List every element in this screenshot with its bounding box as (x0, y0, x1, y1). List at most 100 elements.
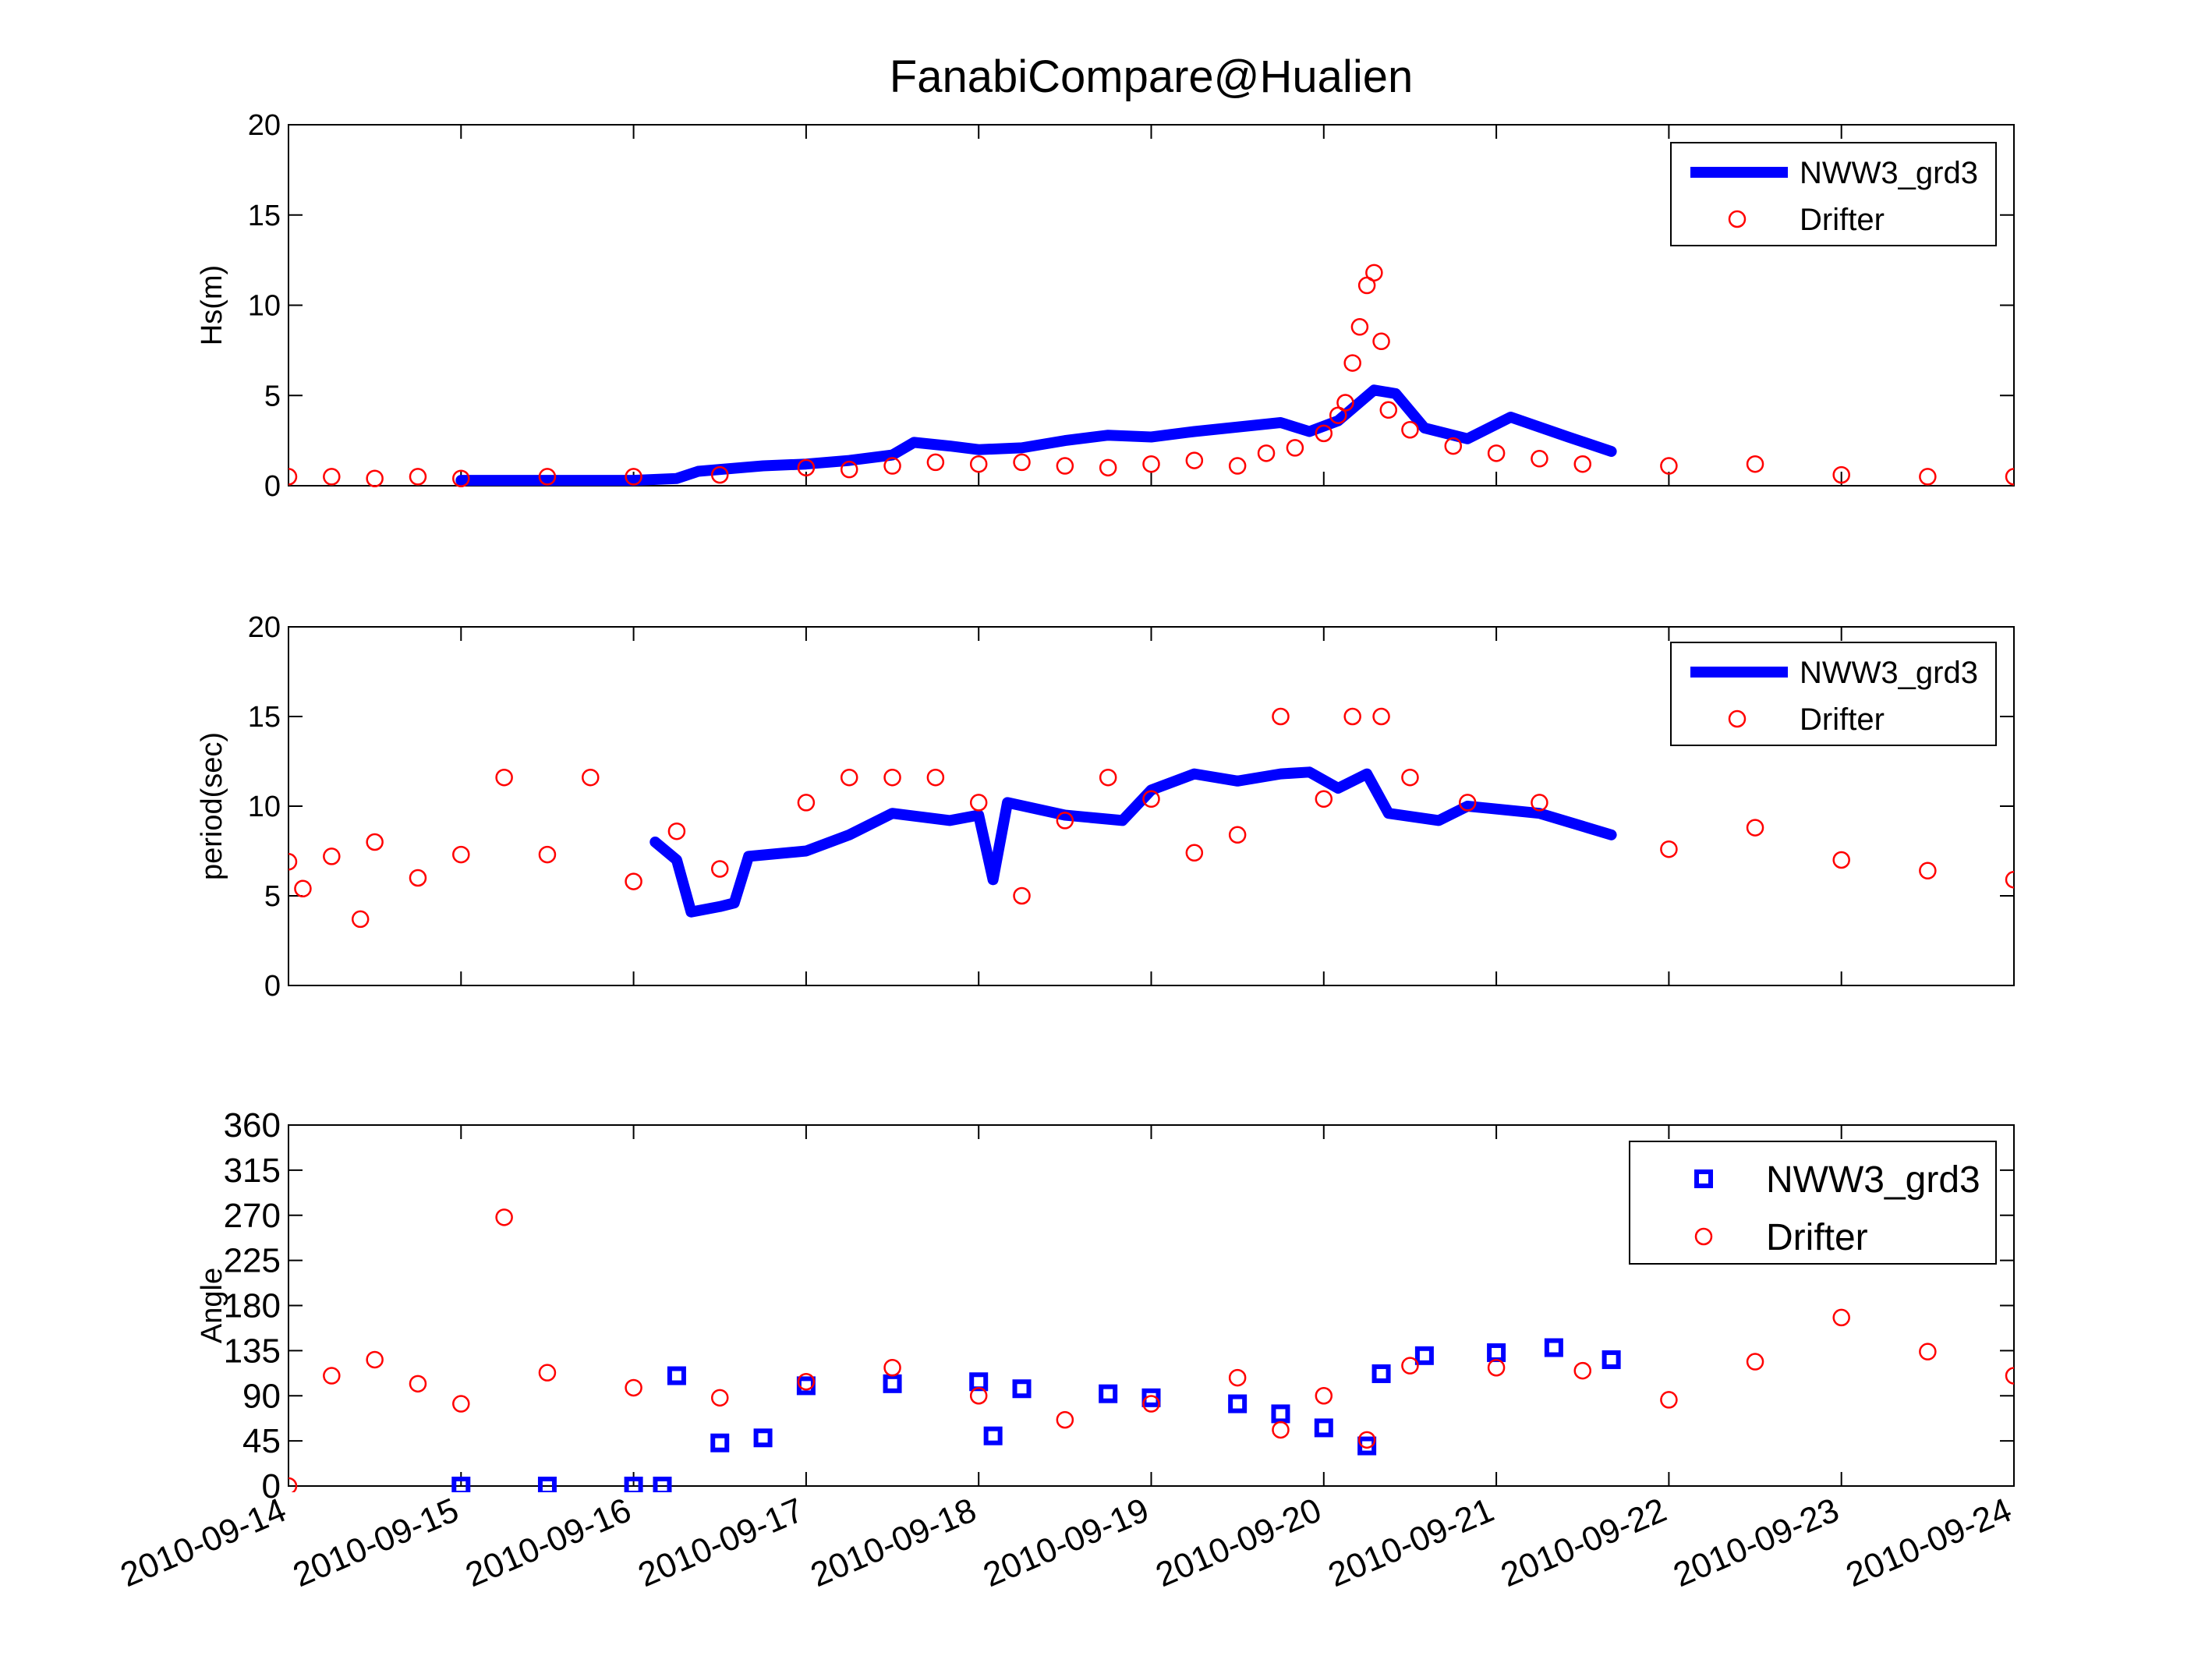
data-point-Drifter (625, 872, 642, 890)
data-point-Drifter (1444, 437, 1463, 455)
data-point-Drifter (969, 1387, 988, 1405)
data-point-Drifter (452, 1395, 470, 1413)
data-point-Drifter (1272, 707, 1290, 726)
x-tick-label: 2010-09-22 (1495, 1491, 1672, 1594)
y-tick-label: 225 (224, 1242, 281, 1280)
data-point-Drifter (2005, 1367, 2014, 1385)
data-point-Drifter (1099, 768, 1117, 787)
data-point-Drifter (1746, 1353, 1764, 1371)
data-point-Drifter (883, 1358, 901, 1377)
data-point-Drifter (1372, 707, 1390, 726)
y-axis-label: Angle (196, 1268, 228, 1343)
data-point-NWW3_grd3 (667, 1366, 686, 1385)
data-point-Drifter (797, 794, 816, 812)
plot-marks (288, 707, 2194, 929)
data-point-Drifter (667, 822, 686, 840)
y-tick-label: 10 (248, 791, 281, 823)
data-point-Drifter (969, 794, 988, 812)
subplot-3: 045901351802252703153602010-09-142010-09… (115, 1106, 2017, 1594)
data-point-Drifter (1228, 457, 1247, 475)
data-point-Drifter (1531, 794, 1548, 812)
x-tick-label: 2010-09-21 (1323, 1491, 1499, 1594)
data-point-Drifter (409, 869, 427, 887)
data-point-Drifter (1401, 1357, 1419, 1375)
data-point-Drifter (1379, 401, 1398, 419)
y-tick-label: 180 (224, 1287, 281, 1325)
data-point-Drifter (1919, 1343, 1937, 1360)
plot-marks (288, 1208, 2014, 1492)
data-point-Drifter (1272, 1421, 1290, 1439)
data-point-Drifter (1746, 455, 1764, 473)
data-point-NWW3_grd3 (1012, 1379, 1032, 1399)
data-point-Drifter (1142, 790, 1160, 809)
data-point-Drifter (1660, 1391, 1678, 1409)
y-tick-label: 5 (264, 880, 281, 913)
data-point-Drifter (1099, 458, 1117, 477)
data-point-Drifter (1315, 790, 1333, 809)
data-point-Drifter (1228, 1368, 1247, 1387)
data-point-NWW3_grd3 (1544, 1338, 1563, 1357)
data-point-NWW3_grd3 (1371, 1364, 1391, 1383)
data-point-Drifter (1746, 819, 1764, 837)
y-tick-label: 20 (248, 611, 281, 644)
data-point-NWW3_grd3 (624, 1477, 643, 1492)
chart-title: FanabiCompare@Hualien (890, 51, 1413, 102)
data-point-Drifter (452, 469, 470, 487)
legend-swatch-square (1694, 1169, 1713, 1188)
data-point-Drifter (1013, 453, 1031, 472)
data-point-Drifter (1228, 826, 1247, 844)
data-point-Drifter (1056, 812, 1074, 830)
data-point-Drifter (1056, 457, 1074, 475)
data-point-NWW3_grd3 (1414, 1346, 1434, 1365)
data-point-Drifter (1343, 354, 1361, 372)
data-point-Drifter (1365, 264, 1383, 282)
data-point-Drifter (1573, 455, 1591, 473)
data-point-Drifter (323, 1367, 341, 1385)
y-tick-label: 135 (224, 1332, 281, 1370)
x-tick-label: 2010-09-24 (1841, 1491, 2017, 1594)
legend-swatch-circle (1728, 210, 1747, 228)
data-point-Drifter (582, 768, 600, 787)
data-point-Drifter (366, 833, 384, 851)
data-point-NWW3_grd3 (537, 1477, 557, 1492)
data-point-Drifter (288, 468, 298, 486)
data-point-Drifter (1185, 844, 1204, 862)
x-tick-label: 2010-09-23 (1668, 1491, 1844, 1594)
data-point-Drifter (2178, 471, 2194, 487)
data-point-Drifter (1832, 1308, 1850, 1327)
data-point-Drifter (1257, 444, 1276, 462)
data-point-Drifter (495, 768, 513, 787)
data-point-Drifter (409, 468, 427, 486)
data-point-NWW3_grd3 (1141, 1388, 1161, 1407)
data-point-Drifter (625, 468, 642, 486)
y-tick-label: 270 (224, 1197, 281, 1235)
data-point-NWW3_grd3 (653, 1477, 672, 1492)
data-point-Drifter (926, 768, 945, 787)
legend-box (1629, 1141, 1997, 1265)
legend-swatch-circle (1728, 709, 1747, 728)
data-point-Drifter (1832, 465, 1850, 484)
data-point-Drifter (409, 1375, 427, 1393)
x-tick-label: 2010-09-17 (632, 1491, 809, 1594)
legend-box (1670, 642, 1997, 746)
data-point-Drifter (1013, 886, 1031, 905)
y-tick-label: 15 (248, 200, 281, 232)
x-tick-label: 2010-09-19 (978, 1491, 1154, 1594)
y-axis-label: Hs(m) (196, 265, 228, 345)
data-point-Drifter (969, 455, 988, 473)
data-point-Drifter (323, 468, 341, 486)
data-point-NWW3_grd3 (1228, 1394, 1248, 1414)
y-tick-label: 0 (264, 970, 281, 1003)
data-point-Drifter (1660, 457, 1678, 475)
data-point-Drifter (625, 1378, 642, 1397)
data-point-Drifter (926, 453, 945, 472)
data-point-Drifter (1573, 1361, 1591, 1380)
data-point-Drifter (366, 469, 384, 487)
data-point-NWW3_grd3 (883, 1374, 902, 1393)
x-tick-label: 2010-09-18 (805, 1491, 982, 1594)
data-point-Drifter (2178, 805, 2194, 821)
data-point-Drifter (797, 1372, 816, 1391)
data-point-Drifter (711, 860, 729, 878)
